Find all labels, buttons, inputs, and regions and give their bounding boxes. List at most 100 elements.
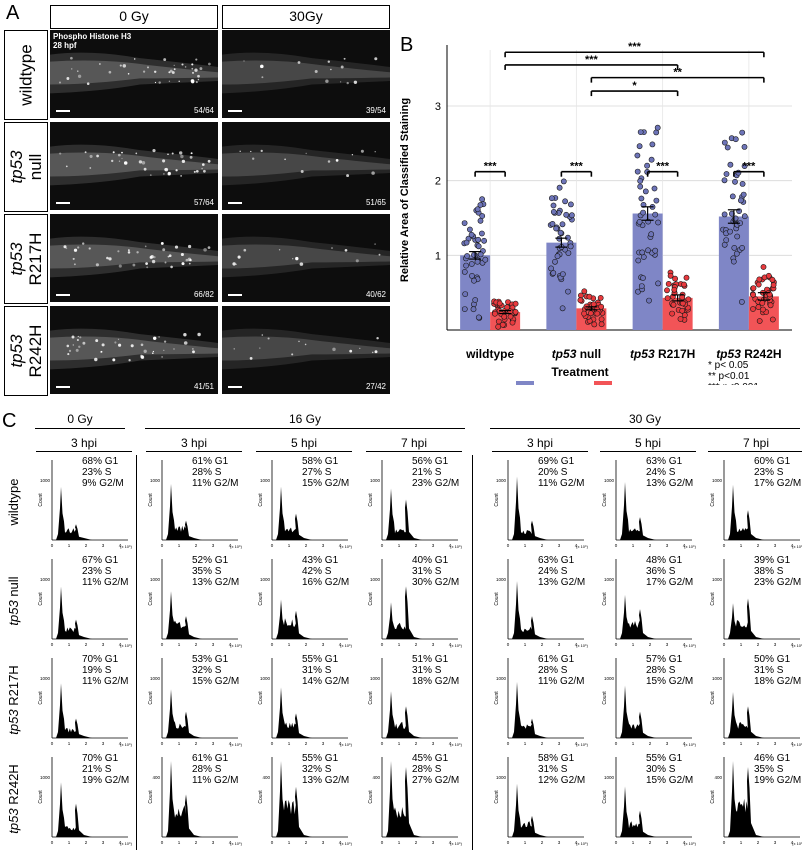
- stained-nucleus: [152, 149, 156, 153]
- data-point: [565, 288, 571, 295]
- data-point: [470, 306, 477, 313]
- significance-label: **: [673, 67, 682, 79]
- histogram-y-tick: 1000: [40, 577, 51, 582]
- s-percent: 21% S: [412, 467, 442, 478]
- histogram-x-tick: 1: [398, 543, 401, 548]
- data-point: [672, 275, 678, 282]
- data-point: [634, 168, 641, 175]
- stained-nucleus: [59, 81, 61, 84]
- data-point: [721, 139, 728, 146]
- stained-nucleus: [99, 63, 101, 65]
- dose-separator: [136, 455, 137, 850]
- s-percent: 28% S: [538, 665, 568, 676]
- histogram-plot: Count 400 0 1 2 3 4(x 10⁶): [258, 757, 353, 846]
- data-point: [739, 129, 746, 136]
- histogram-x-tick: 0: [507, 840, 510, 845]
- stained-nucleus: [168, 80, 171, 82]
- stained-nucleus: [142, 70, 146, 73]
- histogram-x-tick: 4: [575, 543, 578, 548]
- histogram-area: [386, 761, 422, 837]
- stained-nucleus: [295, 256, 299, 261]
- row-label-allele: R242H: [26, 324, 45, 378]
- data-point: [479, 213, 486, 219]
- panel-a-col-header-0gy: 0 Gy: [50, 5, 218, 29]
- row-label-allele: null: [6, 576, 21, 601]
- data-point: [655, 280, 661, 287]
- stained-nucleus: [117, 338, 120, 340]
- stained-nucleus: [75, 348, 79, 352]
- g2m-percent: 19% G2/M: [754, 775, 802, 786]
- data-point: [679, 307, 686, 314]
- histogram-area: [276, 687, 312, 738]
- stained-nucleus: [351, 154, 354, 156]
- row-label-allele: R242H: [6, 764, 21, 809]
- histogram-y-label: Count: [494, 493, 500, 507]
- g1-percent: 45% G1: [412, 753, 449, 764]
- stained-nucleus: [332, 347, 336, 352]
- histogram-x-tick: 2: [649, 543, 652, 548]
- data-point: [474, 206, 481, 213]
- data-point: [640, 201, 647, 208]
- histogram-x-tick: 1: [740, 741, 743, 746]
- hpi-header-underline: [36, 451, 132, 452]
- histogram-x-tick: 0: [507, 642, 510, 647]
- data-point: [481, 237, 487, 244]
- data-point: [652, 211, 659, 218]
- histogram-y-tick: 1000: [496, 775, 507, 780]
- legend-label: 0 Gy: [542, 383, 570, 385]
- histogram-y-label: Count: [38, 691, 44, 705]
- data-point: [727, 228, 733, 235]
- histogram-y-tick: 1000: [260, 676, 271, 681]
- hpi-header: 5 hpi: [290, 436, 318, 450]
- g1-percent: 70% G1: [82, 753, 119, 764]
- histogram-x-tick: 4: [449, 840, 452, 845]
- histogram-x-tick: 4: [449, 642, 452, 647]
- data-point: [469, 272, 475, 279]
- histogram-area: [276, 761, 312, 837]
- histogram-y-label: Count: [494, 790, 500, 804]
- flow-histogram: Count 1000 0 1 2 3 4 (x 10⁶) 43% G1 42% S 16% G2/M: [256, 555, 356, 653]
- data-point: [671, 286, 678, 293]
- histogram-x-tick: 0: [271, 741, 274, 746]
- data-point: [640, 275, 646, 281]
- g2m-percent: 12% G2/M: [538, 775, 586, 786]
- hpi-header-underline: [708, 451, 802, 452]
- histogram-x-tick: 2: [415, 543, 418, 548]
- histogram-x-tick: 0: [507, 543, 510, 548]
- g1-percent: 57% G1: [646, 654, 683, 665]
- row-label-allele: null: [26, 153, 45, 181]
- data-point: [642, 188, 649, 195]
- histogram-x-tick: 2: [195, 543, 198, 548]
- stained-nucleus: [114, 341, 117, 344]
- data-point: [756, 318, 763, 324]
- embryo-count: 57/64: [193, 198, 214, 207]
- cell-cycle-stats: 48% G1 36% S 17% G2/M: [646, 555, 693, 588]
- data-point: [721, 177, 728, 184]
- dose-header: 16 Gy: [288, 412, 321, 426]
- histogram-y-label: Count: [258, 592, 264, 606]
- hpi-header: 5 hpi: [634, 436, 662, 450]
- embryo-core: [222, 244, 390, 269]
- stained-nucleus: [70, 68, 73, 70]
- histogram-x-tick: 1: [288, 741, 291, 746]
- histogram-x-unit: (x 10⁶): [120, 643, 133, 648]
- data-point: [637, 183, 644, 190]
- stained-nucleus: [327, 160, 331, 163]
- data-point: [741, 144, 748, 150]
- histogram-plot: Count 1000 0 1 2 3 4(x 10⁶): [710, 658, 802, 747]
- histogram-y-label: Count: [258, 790, 264, 804]
- data-point: [636, 218, 643, 225]
- histogram-plot: Count 1000 0 1 2 3 4(x 10⁶): [710, 559, 802, 648]
- cell-cycle-stats: 58% G1 27% S 15% G2/M: [302, 456, 349, 489]
- stained-nucleus: [140, 343, 144, 347]
- histogram-x-tick: 3: [322, 543, 325, 548]
- stained-nucleus: [59, 152, 62, 155]
- stained-nucleus: [197, 74, 200, 78]
- histogram-x-tick: 0: [381, 840, 384, 845]
- stained-nucleus: [77, 70, 79, 72]
- histogram-y-label: Count: [710, 790, 716, 804]
- micrograph: 39/54: [222, 30, 390, 118]
- data-point: [556, 184, 563, 191]
- histogram-x-unit: (x 10⁶): [340, 643, 353, 648]
- histogram-x-tick: 3: [102, 642, 105, 647]
